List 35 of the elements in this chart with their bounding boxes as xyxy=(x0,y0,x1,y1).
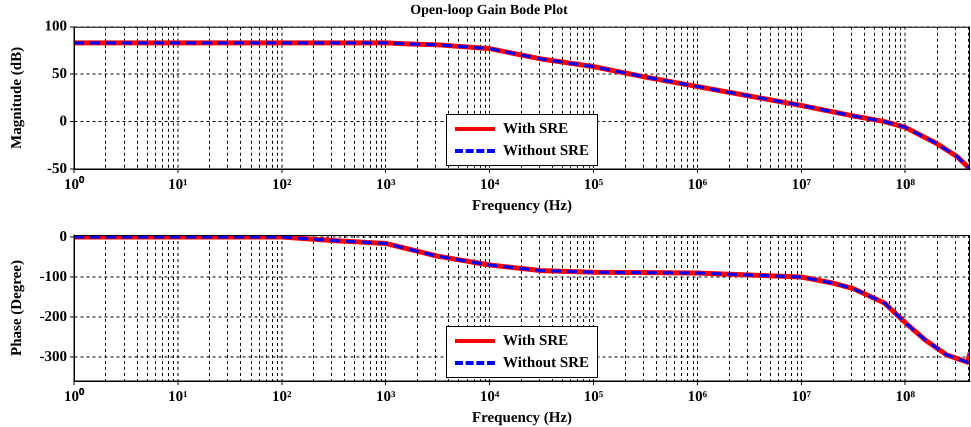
x-tick-label: 10⁵ xyxy=(584,176,604,193)
x-tick-label: 10⁶ xyxy=(688,176,708,193)
x-tick-label: 10² xyxy=(272,176,292,193)
x-tick-label: 10² xyxy=(272,388,292,405)
x-tick-label: 10⁵ xyxy=(584,388,604,405)
x-tick-label: 10⁸ xyxy=(895,176,916,193)
x-axis-title: Frequency (Hz) xyxy=(472,410,572,426)
y-axis-title: Phase (Degree) xyxy=(8,260,25,356)
y-axis-title: Magnitude (dB) xyxy=(8,46,25,149)
y-tick-label: -200 xyxy=(40,308,67,325)
x-tick-label: 10³ xyxy=(376,388,396,405)
x-tick-label: 10¹ xyxy=(168,176,188,193)
x-axis-title: Frequency (Hz) xyxy=(472,198,572,214)
x-tick-label: 10⁸ xyxy=(895,388,916,405)
y-tick-label: 100 xyxy=(44,18,67,35)
legend-label: With SRE xyxy=(503,120,568,138)
x-tick-label: 10⁰ xyxy=(64,174,85,193)
legend-label: With SRE xyxy=(503,332,568,350)
y-tick-label: -100 xyxy=(40,268,67,285)
y-tick-label: 0 xyxy=(60,113,67,130)
y-tick-label: 50 xyxy=(52,66,67,82)
x-tick-label: 10¹ xyxy=(168,388,188,405)
y-tick-label: -300 xyxy=(40,348,67,365)
legend-label: Without SRE xyxy=(503,354,590,372)
chart-title: Open-loop Gain Bode Plot xyxy=(410,3,568,18)
x-tick-label: 10⁴ xyxy=(480,176,500,193)
legend-label: Without SRE xyxy=(503,142,590,160)
x-tick-label: 10⁴ xyxy=(480,388,500,405)
x-tick-label: 10³ xyxy=(376,176,396,193)
y-tick-label: 0 xyxy=(60,228,67,245)
x-tick-label: 10⁷ xyxy=(792,388,812,405)
x-tick-label: 10⁷ xyxy=(792,176,812,193)
y-tick-label: -50 xyxy=(47,160,67,177)
x-tick-label: 10⁶ xyxy=(688,388,708,405)
x-tick-label: 10⁰ xyxy=(64,386,85,405)
